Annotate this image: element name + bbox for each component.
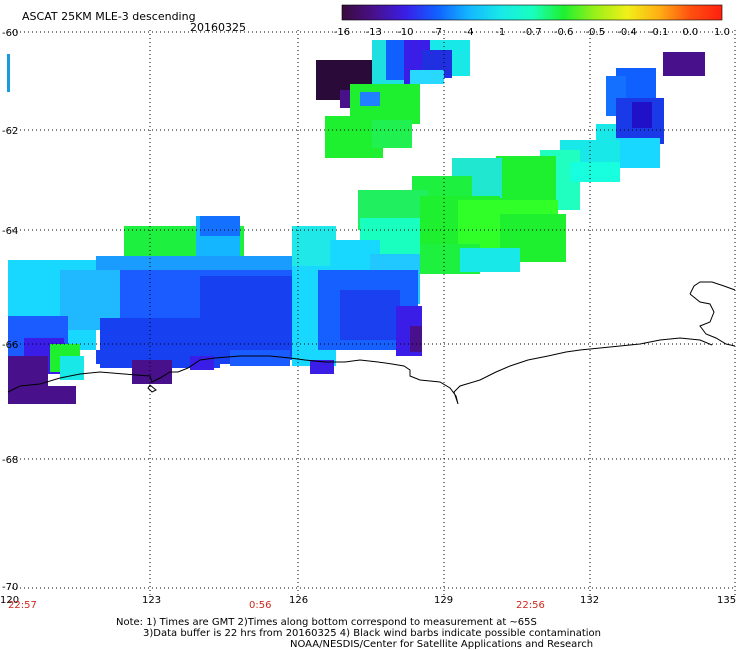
- lat-label: -62: [2, 126, 18, 137]
- colorbar-tick-label: -0.6: [554, 27, 574, 38]
- map-date: 20160325: [190, 21, 246, 34]
- colorbar-tick-label: 0.0: [682, 27, 698, 38]
- latitude-labels: -60 -62 -64 -66 -68 -70: [2, 28, 18, 593]
- lon-label: 123: [142, 595, 161, 606]
- time-label: 22:56: [516, 600, 545, 611]
- lon-label: 129: [434, 595, 453, 606]
- lat-label: -60: [2, 28, 18, 39]
- colorbar-tick-label: 1.0: [714, 27, 730, 38]
- colorbar-tick-label: -0.5: [586, 27, 606, 38]
- longitude-labels: 120 123 126 129 132 135: [0, 595, 736, 606]
- legend-marker: [7, 54, 10, 92]
- colorbar-tick-label: -0.4: [617, 27, 637, 38]
- lon-label: 132: [580, 595, 599, 606]
- lat-label: -64: [2, 226, 18, 237]
- map-title: ASCAT 25KM MLE-3 descending: [22, 10, 196, 23]
- lon-label: 126: [289, 595, 308, 606]
- lat-label: -70: [2, 582, 18, 593]
- coastline: [7, 281, 736, 405]
- lon-label: 135: [717, 595, 736, 606]
- time-label: 0:56: [249, 600, 271, 611]
- note-line-1: Note: 1) Times are GMT 2)Times along bot…: [116, 617, 537, 628]
- colorbar-tick-label: -10: [397, 27, 413, 38]
- colorbar-gradient: [341, 4, 723, 21]
- colorbar: -16 -13 -10 -7 -4 -1 -0.7 -0.6 -0.5 -0.4 -0.1 0.0 1.…: [334, 4, 730, 38]
- time-label: 22:57: [8, 600, 37, 611]
- lat-label: -66: [2, 340, 18, 351]
- colorbar-tick-label: -0.1: [649, 27, 669, 38]
- lon-label: 120: [0, 595, 19, 606]
- colorbar-tick-label: -16: [334, 27, 350, 38]
- wind-data-pixels: [8, 40, 705, 404]
- colorbar-tick-label: -13: [365, 27, 381, 38]
- note-line-2: 3)Data buffer is 22 hrs from 20160325 4)…: [143, 628, 601, 639]
- note-line-3: NOAA/NESDIS/Center for Satellite Applica…: [290, 639, 593, 650]
- lat-label: -68: [2, 455, 18, 466]
